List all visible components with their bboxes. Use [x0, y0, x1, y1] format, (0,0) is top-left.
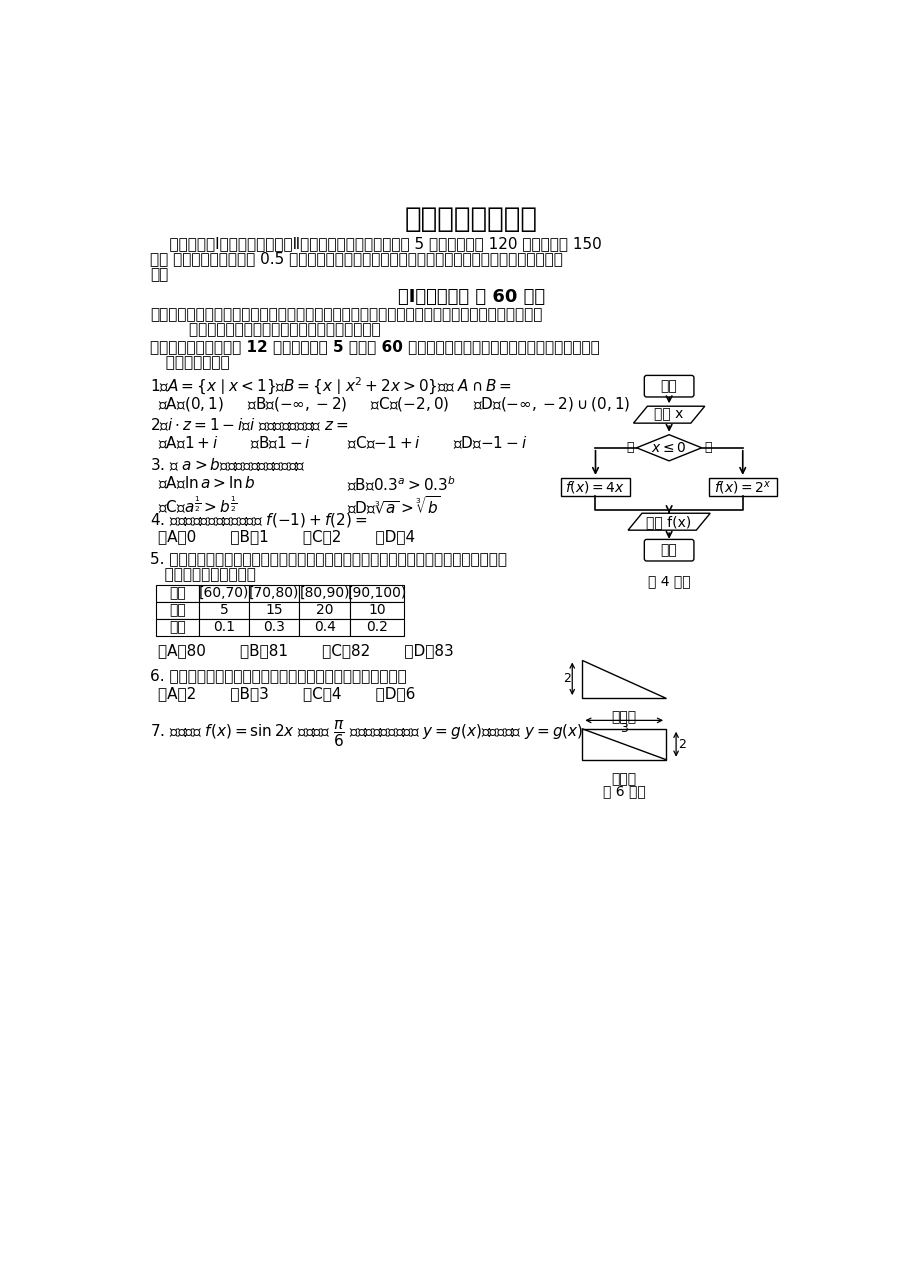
Text: 5: 5: [220, 604, 228, 618]
FancyBboxPatch shape: [643, 376, 693, 397]
FancyBboxPatch shape: [643, 539, 693, 561]
Text: [70,80): [70,80): [249, 586, 299, 600]
Text: 俯视图: 俯视图: [611, 772, 636, 786]
Text: 人数: 人数: [169, 604, 186, 618]
Text: 6. 某三棱锥的主视图与俯视图如图所示，则其左视图的面积为: 6. 某三棱锥的主视图与俯视图如图所示，则其左视图的面积为: [150, 668, 406, 683]
Text: 是: 是: [625, 441, 633, 455]
Text: 2: 2: [562, 673, 570, 685]
Text: 15: 15: [266, 604, 283, 618]
Bar: [249, 601, 299, 619]
Bar: [349, 585, 403, 601]
Text: 2: 2: [677, 738, 686, 750]
Text: （B）$0.3^a>0.3^b$: （B）$0.3^a>0.3^b$: [347, 475, 456, 494]
Bar: [156, 601, 199, 619]
Text: 一、选择题：本大题公 12 小题，每小题 5 分，公 60 分．在每小题给出的四个选项中，只有一项是符: 一、选择题：本大题公 12 小题，每小题 5 分，公 60 分．在每小题给出的四…: [150, 339, 599, 354]
Bar: [299, 619, 349, 636]
Text: （A）$(0,1)$     （B）$(-\infty,-2)$     （C）$(-2,0)$     （D）$(-\infty,-2)\cup(0,1)$: （A）$(0,1)$ （B）$(-\infty,-2)$ （C）$(-2,0)$…: [157, 395, 630, 413]
Bar: [249, 619, 299, 636]
Text: （A）80       （B）81       （C）82       （D）83: （A）80 （B）81 （C）82 （D）83: [157, 643, 453, 659]
Text: 2．$i\cdot z=1-i$（$i$ 为虚数单位），则 $z=$: 2．$i\cdot z=1-i$（$i$ 为虚数单位），则 $z=$: [150, 417, 348, 433]
Text: 0.3: 0.3: [263, 620, 285, 634]
Text: 置．: 置．: [150, 266, 168, 282]
Bar: [582, 729, 665, 759]
Text: 级的数学测试平均分为: 级的数学测试平均分为: [150, 567, 255, 582]
Text: 合题目要求的．: 合题目要求的．: [150, 355, 229, 371]
Bar: [708, 478, 776, 497]
Bar: [199, 619, 249, 636]
Text: 高三文科数学试题: 高三文科数学试题: [404, 205, 538, 233]
Text: 0.2: 0.2: [366, 620, 388, 634]
Text: 5. 某班级统计一次数学测试后的成绩，并制成了如下的频率分布表，根据该表估计该班: 5. 某班级统计一次数学测试后的成绩，并制成了如下的频率分布表，根据该表估计该班: [150, 550, 506, 566]
Text: 第 4 题图: 第 4 题图: [647, 575, 689, 589]
Bar: [299, 601, 349, 619]
Bar: [199, 601, 249, 619]
Text: 0.1: 0.1: [212, 620, 234, 634]
Text: 7. 已知函数 $f(x)=\sin 2x$ 向左平移 $\dfrac{\pi}{6}$ 个单位后，得到函数 $y=g(x)$，下列关于 $y=g(x)$: 7. 已知函数 $f(x)=\sin 2x$ 向左平移 $\dfrac{\pi}…: [150, 719, 583, 749]
Bar: [249, 585, 299, 601]
Text: 分． 答题前，考生务必用 0.5 毫米的黑色签字笔将自己的姓名、座号、考号填写在答题纸规定的位: 分． 答题前，考生务必用 0.5 毫米的黑色签字笔将自己的姓名、座号、考号填写在…: [150, 251, 562, 266]
Text: 1．$A=\{x\mid x<1\}$，$B=\{x\mid x^2+2x>0\}$，则 $A\cap B=$: 1．$A=\{x\mid x<1\}$，$B=\{x\mid x^2+2x>0\…: [150, 376, 511, 397]
Text: 20: 20: [315, 604, 333, 618]
Text: $f(x)=4x$: $f(x)=4x$: [565, 479, 625, 496]
Text: （D）$\sqrt[3]{a}>\sqrt[3]{b}$: （D）$\sqrt[3]{a}>\sqrt[3]{b}$: [347, 494, 441, 517]
Polygon shape: [582, 660, 665, 698]
Text: （A）$1+i$       （B）$1-i$        （C）$-1+i$       （D）$-1-i$: （A）$1+i$ （B）$1-i$ （C）$-1+i$ （D）$-1-i$: [157, 434, 527, 451]
Text: 第I卷（选择题 公 60 分）: 第I卷（选择题 公 60 分）: [398, 288, 544, 306]
Text: [90,100): [90,100): [347, 586, 406, 600]
Text: 第 6 题图: 第 6 题图: [602, 785, 645, 799]
Text: 否: 否: [704, 441, 711, 455]
Text: 4. 根据给出的算法框图，计算 $f(-1)+f(2)=$: 4. 根据给出的算法框图，计算 $f(-1)+f(2)=$: [150, 511, 367, 529]
Text: 3: 3: [619, 722, 628, 735]
Text: 开始: 开始: [660, 380, 676, 394]
Text: 3. 若 $a>b$，则下列不等式成立的是: 3. 若 $a>b$，则下列不等式成立的是: [150, 456, 305, 473]
Polygon shape: [628, 513, 709, 530]
Text: $f(x)=2^x$: $f(x)=2^x$: [713, 479, 771, 496]
Bar: [561, 478, 629, 497]
Polygon shape: [633, 406, 704, 423]
Text: 干净后，再选涂其它答案，不能答在试题卷上．: 干净后，再选涂其它答案，不能答在试题卷上．: [150, 322, 380, 338]
Bar: [349, 619, 403, 636]
Polygon shape: [636, 434, 701, 461]
Text: （A）2       （B）3       （C）4       （D）6: （A）2 （B）3 （C）4 （D）6: [157, 687, 414, 702]
Bar: [156, 619, 199, 636]
Text: （A）$\ln a>\ln b$: （A）$\ln a>\ln b$: [157, 475, 255, 492]
Text: 本试卷分第I卷（选择题）和第Ⅱ卷（非选择题）两部分，公 5 页．考试时间 120 分钟．满分 150: 本试卷分第I卷（选择题）和第Ⅱ卷（非选择题）两部分，公 5 页．考试时间 120…: [150, 236, 601, 251]
Text: [80,90): [80,90): [299, 586, 349, 600]
Text: 分组: 分组: [169, 586, 186, 600]
Bar: [199, 585, 249, 601]
Text: 注意事项：每小题选出答案后，用铅笔把答题纸上对应题目的答案标号涂黑，如需改动，用橡皮擦: 注意事项：每小题选出答案后，用铅笔把答题纸上对应题目的答案标号涂黑，如需改动，用…: [150, 307, 541, 322]
Text: 主视图: 主视图: [611, 711, 636, 725]
Text: 输出 f(x): 输出 f(x): [646, 515, 691, 529]
Bar: [349, 601, 403, 619]
Text: 10: 10: [368, 604, 385, 618]
Text: 结束: 结束: [660, 543, 676, 557]
Text: 频率: 频率: [169, 620, 186, 634]
Bar: [156, 585, 199, 601]
Text: 0.4: 0.4: [313, 620, 335, 634]
Bar: [299, 585, 349, 601]
Text: $x\leq 0$: $x\leq 0$: [651, 441, 686, 455]
Text: （C）$a^{\frac{1}{2}}>b^{\frac{1}{2}}$: （C）$a^{\frac{1}{2}}>b^{\frac{1}{2}}$: [157, 494, 236, 516]
Text: [60,70): [60,70): [199, 586, 249, 600]
Text: 输入 x: 输入 x: [653, 408, 683, 422]
Text: （A）0       （B）1       （C）2       （D）4: （A）0 （B）1 （C）2 （D）4: [157, 530, 414, 544]
